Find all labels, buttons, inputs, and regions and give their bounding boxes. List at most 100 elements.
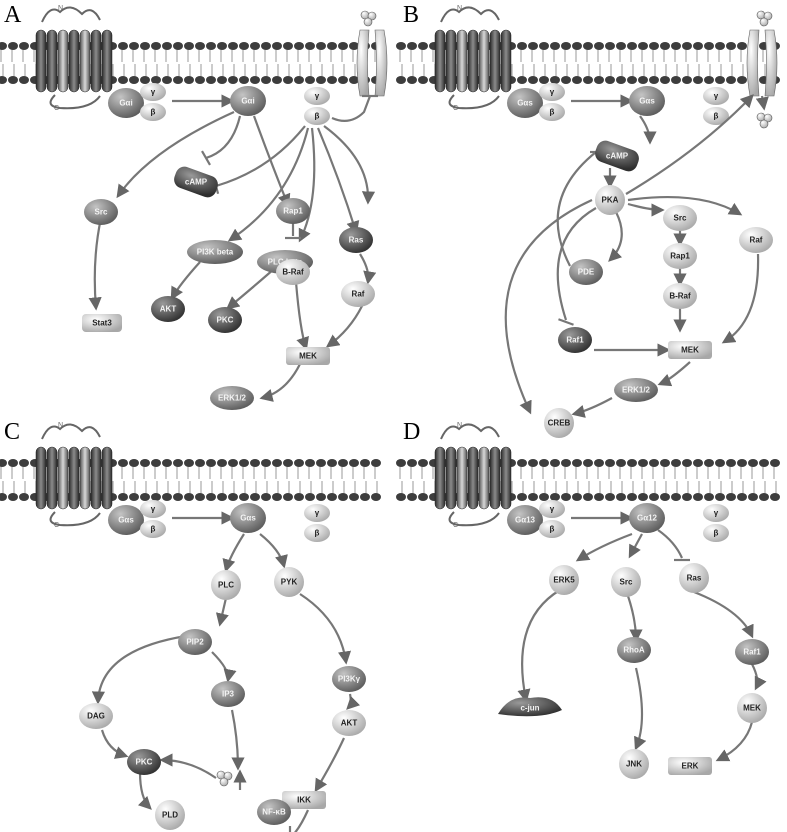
edge-rhoa-jnk [634, 667, 647, 751]
node-c-pyk: PYK [274, 567, 304, 597]
node-label: Ras [349, 236, 364, 245]
edge-pka-raf [627, 195, 743, 216]
node-label: PLC [218, 581, 234, 590]
node-label: Stat3 [92, 319, 112, 328]
node-a-stat3: Stat3 [82, 314, 122, 332]
node-label: DAG [87, 712, 105, 721]
node-c-ikk: IKK [282, 791, 326, 809]
g-beta-label: β [315, 112, 320, 121]
edge-mek-erk [259, 363, 301, 402]
g-gamma-label: γ [315, 92, 320, 101]
activated-g-alpha: Gαi [230, 86, 266, 116]
node-b-erk: ERK1/2 [614, 378, 658, 402]
node-label: cAMP [185, 178, 208, 187]
node-c-pkc: PKC [127, 749, 161, 775]
g-beta-label: β [550, 108, 555, 117]
g-alpha-label: Gαs [118, 516, 134, 525]
gpcr-receptor: NC [35, 422, 113, 529]
node-label: AKT [160, 305, 177, 314]
edge-gas-plc [222, 533, 245, 573]
node-label: Raf1 [743, 648, 761, 657]
g-alpha-label: Gαs [639, 97, 655, 106]
g-alpha-label: Gα13 [515, 516, 536, 525]
calcium-ion-icon [216, 770, 233, 787]
node-label: PI3K beta [197, 248, 234, 257]
node-a-akt: AKT [151, 296, 185, 322]
edge-ca-pkc [159, 753, 217, 779]
g-gamma-label: γ [714, 92, 719, 101]
node-c-plc: PLC [211, 570, 241, 600]
edge-mek-erk [715, 721, 754, 762]
node-label: CREB [548, 419, 571, 428]
node-label: ERK1/2 [218, 394, 247, 403]
panel-label: A [4, 2, 22, 28]
edge-gai-rap1 [252, 115, 291, 208]
node-label: Rap1 [283, 207, 303, 216]
node-c-nfkb: NF-κB [257, 799, 291, 825]
activated-g-alpha: Gαs [230, 503, 266, 533]
inhibit-channel [331, 94, 378, 123]
node-label: PKC [217, 316, 234, 325]
node-label: ERK5 [553, 576, 575, 585]
node-label: Ras [687, 574, 702, 583]
g-gamma-label: γ [550, 505, 555, 514]
calcium-channel [746, 29, 778, 97]
edge-raf-mek [721, 253, 760, 344]
edge-gas-camp [639, 115, 657, 145]
node-d-rhoa: RhoA [617, 637, 651, 663]
node-b-rap1: Rap1 [663, 243, 697, 269]
node-b-mek: MEK [668, 341, 712, 359]
n-terminus-label: N [457, 5, 462, 12]
node-label: Src [95, 208, 108, 217]
edge-ga12-src [628, 533, 643, 559]
node-b-pde: PDE [569, 259, 603, 285]
node-label: MEK [681, 346, 699, 355]
g-beta-label: β [315, 529, 320, 538]
panel-a-edges [88, 94, 378, 402]
node-a-braf: B-Raf [276, 259, 310, 285]
edge-ras-raf1 [693, 590, 754, 639]
node-d-mek: MEK [737, 693, 767, 723]
node-label: PKA [602, 196, 619, 205]
node-b-src: Src [663, 205, 697, 231]
node-a-mek: MEK [286, 347, 330, 365]
node-b-raf: Raf [739, 227, 773, 253]
panel-label: B [403, 2, 419, 28]
node-c-dag: DAG [79, 703, 113, 729]
panel-d-edges [517, 529, 767, 762]
node-d-raf1: Raf1 [735, 639, 769, 665]
edge-akt-ikk [314, 737, 346, 793]
edge-pka-pde [608, 211, 623, 262]
edge-pi3k-akt [346, 693, 361, 710]
edge-src-rhoa [626, 595, 643, 643]
node-label: Raf1 [566, 336, 584, 345]
node-d-cjun: c-jun [498, 697, 562, 717]
gpcr-receptor: NC [434, 5, 512, 112]
calcium-ion-icon [360, 10, 377, 27]
node-a-ras: Ras [339, 227, 373, 253]
node-a-raf: Raf [341, 281, 375, 307]
edge-bg-raf [323, 125, 376, 205]
node-label: AKT [341, 719, 358, 728]
edge-pka-creb [504, 198, 593, 415]
edge-erk-creb [571, 397, 613, 418]
node-b-pka: PKA [595, 185, 625, 215]
g-alpha-label: Gαi [119, 99, 132, 108]
g-alpha-label: Gα12 [637, 514, 658, 523]
node-label: JNK [626, 760, 642, 769]
node-a-camp: cAMP [174, 166, 218, 198]
node-label: PYK [281, 578, 298, 587]
node-label: IKK [297, 796, 311, 805]
c-terminus-label: C [453, 522, 458, 529]
edge-pka-channel [625, 94, 754, 195]
panel-b: B NCGαsγβGαsγβcAMPPKASrcRafPDERap1B-RafRa… [396, 2, 780, 438]
activated-g-alpha: Gαs [629, 86, 665, 116]
n-terminus-label: N [58, 422, 63, 429]
node-c-pi3k: PI3Kγ [332, 666, 366, 692]
panel-label: C [4, 419, 20, 445]
node-label: MEK [299, 352, 317, 361]
edge-pka-src [627, 202, 665, 217]
edge-plc-pip2 [215, 597, 229, 627]
node-label: IP3 [222, 690, 235, 699]
